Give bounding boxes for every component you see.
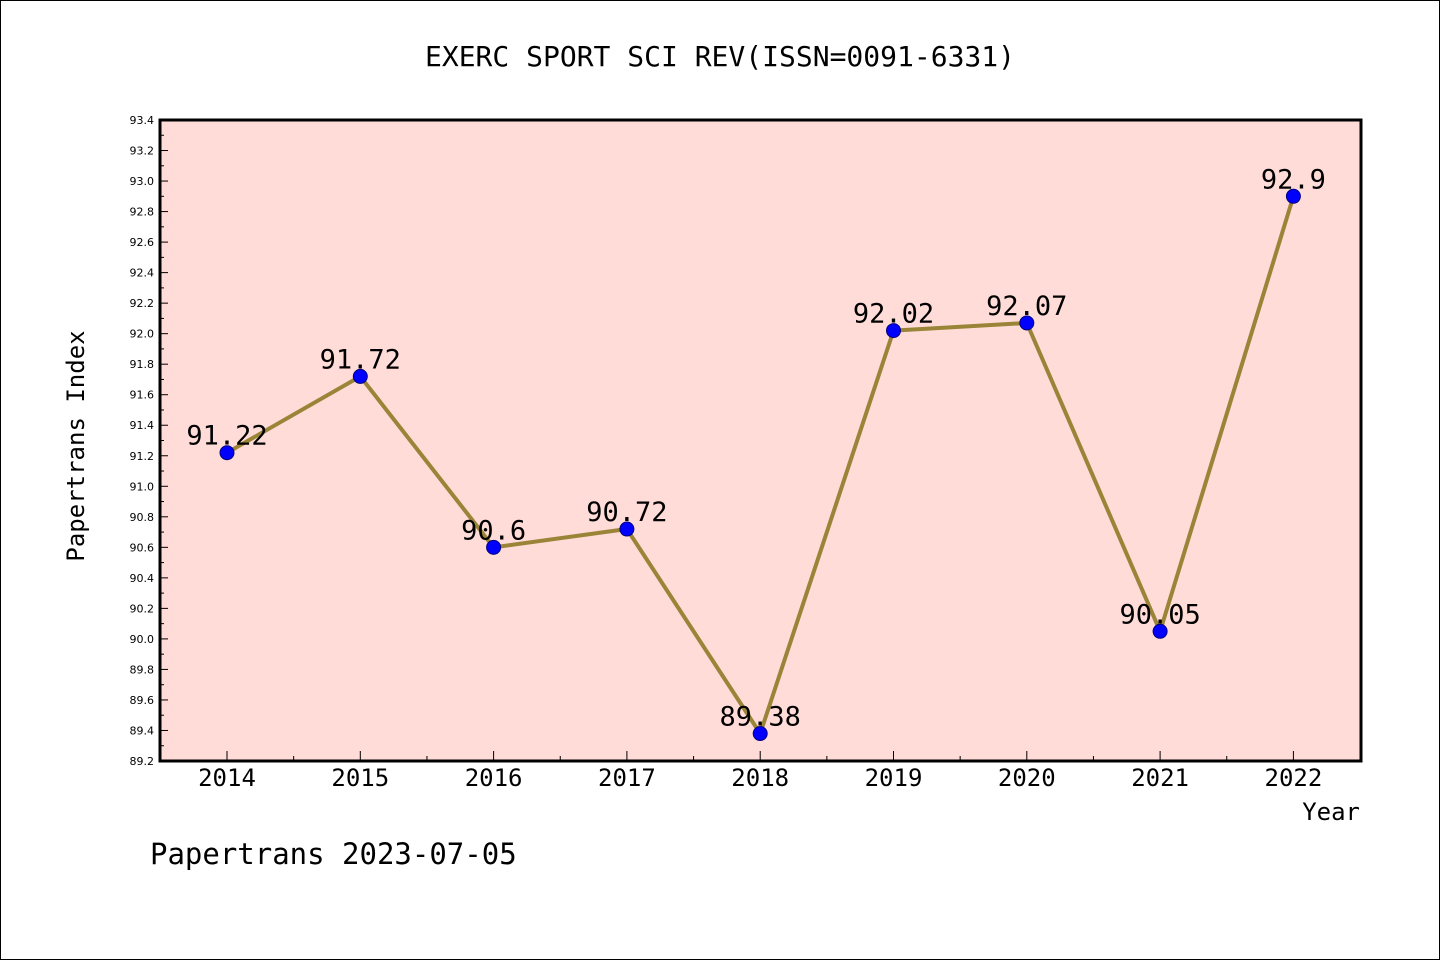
- data-point: [752, 726, 768, 742]
- data-point: [1152, 623, 1168, 639]
- data-markers: [219, 188, 1301, 742]
- y-tick-label: 89.4: [130, 724, 155, 737]
- data-point: [219, 445, 235, 461]
- y-tick-label: 90.0: [130, 633, 155, 646]
- data-label: 92.9: [1261, 164, 1326, 195]
- data-label: 90.6: [461, 515, 526, 546]
- data-point: [486, 539, 502, 555]
- x-tick-label: 2019: [865, 764, 923, 792]
- y-tick-label: 90.4: [130, 572, 155, 585]
- footer-caption: Papertrans 2023-07-05: [150, 837, 517, 871]
- data-label: 92.02: [853, 299, 934, 330]
- data-label: 91.72: [320, 344, 401, 375]
- x-tick-label: 2014: [198, 764, 256, 792]
- y-tick-label: 91.0: [130, 480, 155, 493]
- x-tick-label: 2015: [331, 764, 389, 792]
- data-labels: 91.22 91.72 90.6 90.72 89.38 92.02 92.07 90.05 9…: [186, 164, 1326, 732]
- data-point: [1019, 315, 1035, 331]
- y-tick-label: 89.8: [130, 663, 155, 676]
- y-tick-label: 89.2: [130, 755, 155, 768]
- data-label: 90.05: [1119, 599, 1200, 630]
- x-tick-label: 2018: [731, 764, 789, 792]
- y-tick-label: 92.2: [130, 297, 155, 310]
- y-tick-label: 91.6: [130, 389, 155, 402]
- plot-border: [158, 118, 1363, 763]
- data-label: 91.22: [186, 421, 267, 452]
- data-label: 89.38: [720, 702, 801, 733]
- y-tick-label: 92.0: [130, 328, 155, 341]
- y-tick-label: 91.8: [130, 358, 155, 371]
- y-tick-label: 91.4: [130, 419, 155, 432]
- y-tick-label: 90.2: [130, 602, 155, 615]
- y-tick-label: 91.2: [130, 450, 155, 463]
- x-tick-label: 2016: [465, 764, 523, 792]
- data-point: [1285, 188, 1301, 204]
- y-tick-label: 92.6: [130, 236, 155, 249]
- data-label: 90.72: [586, 497, 667, 528]
- x-tick-label: 2022: [1265, 764, 1323, 792]
- y-axis-label: Papertrans Index: [62, 330, 90, 561]
- y-tick-label: 92.4: [130, 267, 155, 280]
- data-point: [886, 323, 901, 339]
- chart-title: EXERC SPORT SCI REV(ISSN=0091-6331): [425, 40, 1015, 73]
- y-tick-label: 93.0: [130, 175, 155, 188]
- data-point: [352, 368, 368, 384]
- y-tick-label: 93.2: [130, 145, 155, 158]
- x-tick-label: 2020: [998, 764, 1056, 792]
- plot-area: [160, 120, 1361, 761]
- x-tick-label: 2017: [598, 764, 656, 792]
- y-tick-label: 93.4: [130, 114, 155, 127]
- x-axis-label: Year: [1302, 798, 1360, 826]
- data-point: [619, 521, 635, 537]
- y-tick-label: 90.6: [130, 541, 155, 554]
- y-tick-label: 89.6: [130, 694, 155, 707]
- y-tick-label: 92.8: [130, 206, 155, 219]
- data-label: 92.07: [986, 291, 1067, 322]
- y-tick-label: 90.8: [130, 511, 155, 524]
- x-tick-label: 2021: [1131, 764, 1189, 792]
- x-axis: 2014 2015 2016 2017 2018 2019 2020 2021 2022: [198, 751, 1322, 792]
